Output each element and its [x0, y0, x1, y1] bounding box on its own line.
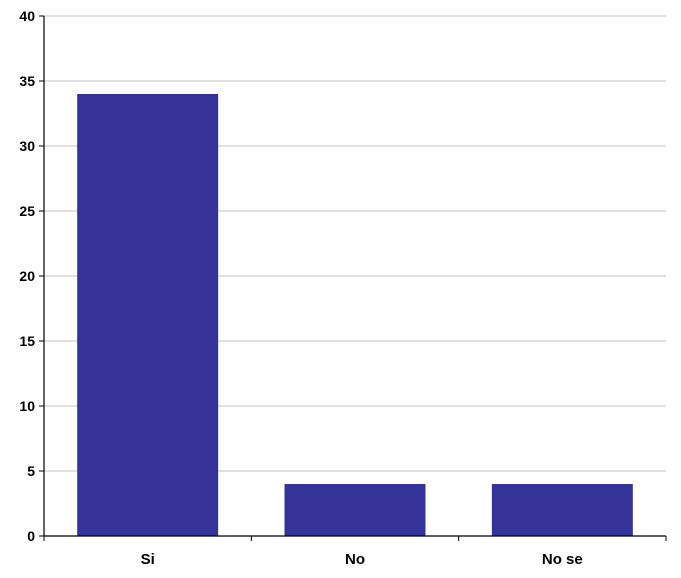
axes — [39, 15, 667, 541]
tick-labels: 0 5 10 15 20 25 30 35 40 Si No No se — [19, 8, 582, 568]
y-tick-label: 40 — [19, 8, 35, 24]
y-tick-label: 25 — [19, 203, 35, 219]
y-tick-label: 35 — [19, 73, 35, 89]
y-tick-label: 15 — [19, 333, 35, 349]
bar — [77, 94, 219, 536]
y-tick-label: 10 — [19, 398, 35, 414]
y-tick-label: 30 — [19, 138, 35, 154]
x-tick-label: Si — [141, 551, 155, 568]
y-tick-label: 0 — [27, 528, 35, 544]
y-tick-label: 20 — [19, 268, 35, 284]
bar — [491, 484, 633, 536]
bars — [77, 94, 633, 536]
bar — [284, 484, 426, 536]
x-tick-label: No — [345, 551, 365, 568]
y-tick-label: 5 — [27, 463, 35, 479]
x-tick-label: No se — [542, 551, 583, 568]
